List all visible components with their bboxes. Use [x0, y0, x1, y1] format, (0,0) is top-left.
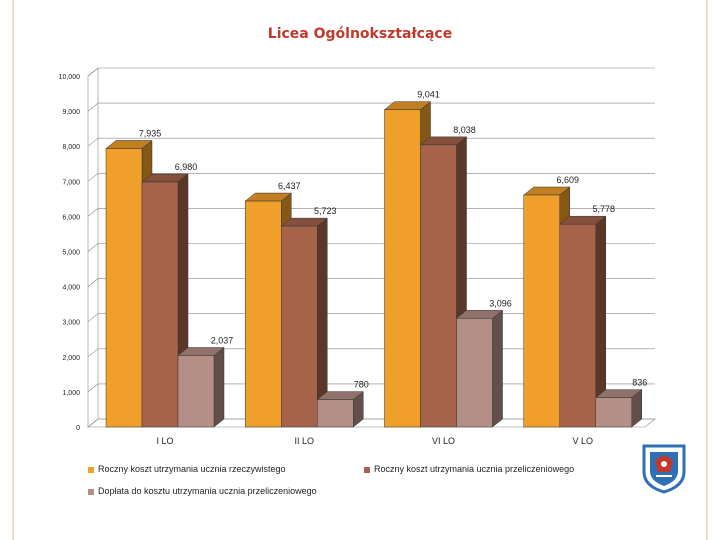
- gridline-slant: [87, 137, 99, 147]
- gridline-slant: [87, 278, 99, 287]
- y-tick-label: 4,000: [62, 285, 80, 292]
- bar: [317, 399, 354, 428]
- data-label: 836: [632, 378, 647, 388]
- data-label: 5,778: [592, 204, 615, 214]
- x-category-label: VI LO: [432, 436, 455, 446]
- gridline-slant: [87, 383, 99, 393]
- legend-item-1: Roczny koszt utrzymania ucznia przelicze…: [364, 464, 574, 474]
- gridline-slant: [87, 173, 99, 182]
- bar: [523, 194, 560, 428]
- legend-label-1: Roczny koszt utrzymania ucznia przelicze…: [374, 464, 575, 474]
- coat-of-arms-icon: [642, 444, 686, 494]
- x-category-label: II LO: [294, 436, 314, 446]
- legend-swatch-0: [88, 466, 94, 473]
- data-label: 8,038: [453, 125, 476, 135]
- bar: [420, 144, 457, 428]
- data-label: 6,437: [278, 181, 301, 191]
- y-tick-label: 7,000: [62, 179, 80, 186]
- legend-swatch-2: [88, 488, 94, 495]
- data-label: 9,041: [417, 90, 440, 100]
- gridline-slant: [87, 208, 99, 217]
- y-tick-label: 1,000: [62, 390, 80, 397]
- bar: [177, 355, 215, 428]
- y-tick-label: 2,000: [62, 355, 80, 362]
- gridline-slant: [87, 243, 99, 252]
- gridline-slant: [87, 418, 99, 428]
- slide-border-left: [12, 0, 14, 540]
- bar-side: [213, 346, 225, 428]
- data-label: 5,723: [314, 206, 337, 216]
- bar: [141, 181, 179, 428]
- bar: [105, 148, 143, 428]
- legend-label-0: Roczny koszt utrzymania ucznia rzeczywis…: [98, 464, 286, 474]
- y-tick-label: 8,000: [62, 144, 80, 151]
- legend-item-2: Dopłata do kosztu utrzymania ucznia prze…: [88, 486, 317, 496]
- chart-title: Licea Ogólnokształcące: [267, 26, 453, 42]
- data-label: 6,980: [175, 162, 198, 172]
- y-tick-label: 6,000: [62, 214, 80, 221]
- gridline-slant: [87, 348, 99, 358]
- legend-label-2: Dopłata do kosztu utrzymania ucznia prze…: [98, 486, 317, 496]
- y-tick-label: 0: [76, 425, 80, 432]
- gridline-slant: [87, 67, 99, 77]
- bar: [281, 225, 318, 428]
- gridline-slant: [87, 313, 99, 322]
- data-label: 780: [354, 380, 369, 390]
- bar-side: [492, 309, 503, 428]
- y-tick-label: 5,000: [62, 250, 80, 257]
- y-tick-label: 9,000: [62, 109, 80, 116]
- slide-border-right: [706, 0, 708, 540]
- bar: [559, 223, 596, 428]
- x-category-label: V LO: [572, 436, 593, 446]
- data-label: 7,935: [139, 128, 162, 138]
- data-label: 6,609: [556, 175, 579, 185]
- bar: [595, 397, 632, 428]
- data-label: 3,096: [489, 298, 512, 308]
- bar: [384, 109, 421, 428]
- y-tick-label: 3,000: [62, 320, 80, 327]
- legend-swatch-1: [364, 466, 370, 473]
- gridline-slant: [87, 102, 99, 112]
- legend-item-0: Roczny koszt utrzymania ucznia rzeczywis…: [88, 464, 286, 474]
- bar: [456, 318, 493, 428]
- x-category-label: I LO: [156, 436, 173, 446]
- bar: [245, 200, 282, 428]
- data-label: 2,037: [211, 336, 234, 346]
- y-tick-label: 10,000: [59, 74, 81, 81]
